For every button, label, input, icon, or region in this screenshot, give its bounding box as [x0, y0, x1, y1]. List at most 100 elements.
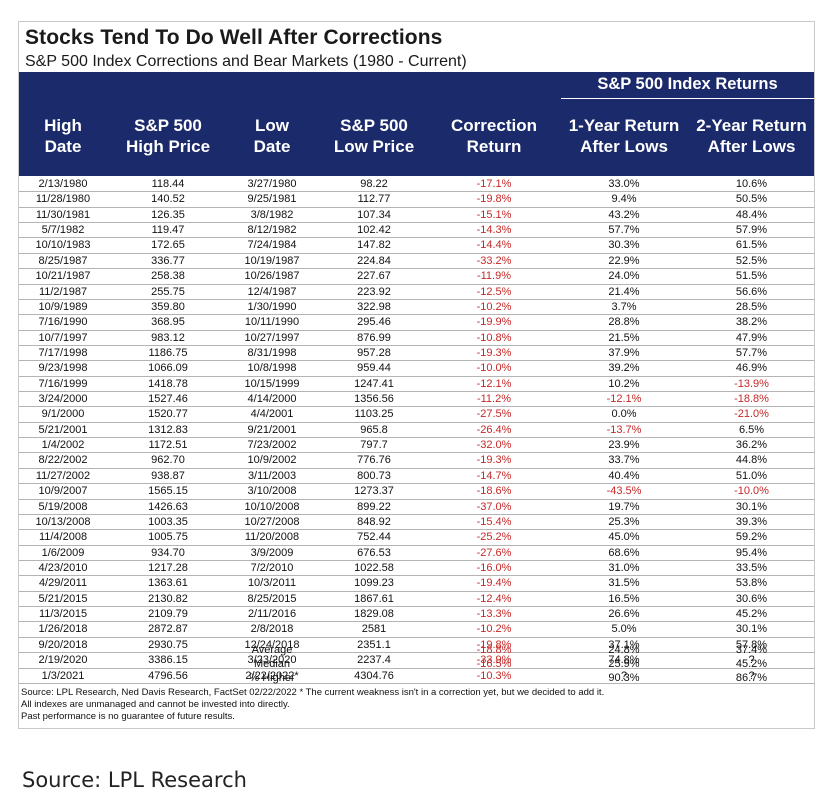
table-cell: 10/15/1999 — [244, 377, 300, 390]
table-cell: 11/28/1980 — [35, 193, 91, 206]
table-row: 11/4/2008 1005.75 11/20/2008 752.44 -25.2% 45… — [19, 530, 814, 546]
table-cell: 1/3/2021 — [41, 669, 85, 682]
table-cell: 44.8% — [735, 454, 768, 467]
summary-cell: 45.2% — [735, 658, 768, 670]
table-cell: 8/25/1987 — [38, 254, 88, 267]
table-cell: 776.76 — [357, 454, 391, 467]
table-cell: 2237.4 — [357, 654, 391, 667]
table-cell: 9/20/2018 — [38, 638, 88, 651]
table-cell: 126.35 — [151, 208, 185, 221]
table-cell: 7/24/1984 — [247, 239, 297, 252]
table-cell: 1867.61 — [354, 592, 394, 605]
table-cell: -27.5% — [476, 408, 512, 421]
table-cell: 19.7% — [608, 500, 640, 513]
table-cell: -19.9% — [476, 316, 512, 329]
table-row: 10/13/2008 1003.35 10/27/2008 848.92 -15.4% 2… — [19, 515, 814, 531]
table-cell: 10/26/1987 — [244, 270, 300, 283]
table-cell: 1022.58 — [354, 561, 394, 574]
table-cell: -13.9% — [734, 377, 769, 390]
table-summary: Average -18.8% 24.8% 37.4% Median -16.5% 25.9%… — [19, 643, 814, 685]
table-cell: 74.8% — [608, 654, 640, 667]
table-cell: 1363.61 — [148, 577, 188, 590]
table-cell: 51.5% — [735, 270, 768, 283]
col-header-high-date: High Date — [44, 116, 82, 156]
image-caption: Source: LPL Research — [22, 768, 247, 792]
table-cell: 1/6/2009 — [41, 546, 85, 559]
table-cell: 12/4/1987 — [247, 285, 297, 298]
table-title: Stocks Tend To Do Well After Corrections — [25, 26, 443, 49]
table-cell: 30.1% — [735, 500, 768, 513]
table-cell: 11/3/2015 — [38, 608, 88, 621]
table-cell: -12.4% — [476, 592, 512, 605]
table-cell: 676.53 — [357, 546, 391, 559]
summary-cell: 25.9% — [608, 658, 640, 670]
table-cell: -19.8% — [476, 193, 512, 206]
table-cell: 11/30/1981 — [35, 208, 91, 221]
table-cell: 30.6% — [735, 592, 768, 605]
table-cell: 359.80 — [151, 300, 185, 313]
table-cell: 10/8/1998 — [247, 362, 297, 375]
table-row: 11/3/2015 2109.79 2/11/2016 1829.08 -13.3% 26… — [19, 607, 814, 623]
table-cell: 1217.28 — [148, 561, 188, 574]
table-cell: 10/10/2008 — [244, 500, 300, 513]
table-row: 11/28/1980 140.52 9/25/1981 112.77 -19.8% 9.4… — [19, 192, 814, 208]
table-cell: 899.22 — [357, 500, 391, 513]
table-cell: 752.44 — [357, 531, 391, 544]
table-row: 2/19/2020 3386.15 3/23/2020 2237.4 -33.9% 74.… — [19, 653, 814, 669]
table-cell: 227.67 — [357, 270, 391, 283]
table-cell: 1003.35 — [148, 515, 188, 528]
table-cell: 98.22 — [360, 178, 388, 190]
footnote-performance: Past performance is no guarantee of futu… — [21, 711, 235, 722]
table-cell: 37.1% — [608, 638, 640, 651]
table-cell: 5/21/2001 — [38, 423, 88, 436]
table-cell: 16.5% — [608, 592, 640, 605]
table-cell: 9/21/2001 — [247, 423, 297, 436]
table-cell: -21.0% — [734, 408, 769, 421]
table-cell: 5/21/2015 — [38, 592, 88, 605]
table-row: 1/6/2009 934.70 3/9/2009 676.53 -27.6% 68.6% 9… — [19, 546, 814, 561]
table-cell: 47.9% — [735, 331, 768, 344]
table-cell: 7/16/1990 — [38, 316, 88, 329]
table-cell: 295.46 — [357, 316, 391, 329]
table-cell: 10/10/1983 — [35, 239, 91, 252]
table-cell: 3/24/2000 — [38, 393, 88, 406]
table-cell: 10/19/1987 — [244, 254, 300, 267]
table-cell: -15.1% — [476, 208, 512, 221]
table-cell: 4/14/2000 — [247, 393, 297, 406]
table-cell: 31.0% — [608, 561, 640, 574]
table-cell: 38.2% — [735, 316, 768, 329]
table-cell: 10/7/1997 — [38, 331, 88, 344]
table-cell: 107.34 — [357, 208, 391, 221]
table-cell: -10.0% — [476, 362, 512, 375]
table-cell: -11.2% — [476, 393, 512, 406]
table-cell: 26.6% — [608, 608, 640, 621]
table-cell: 7/23/2002 — [247, 439, 297, 452]
table-cell: -19.4% — [476, 577, 512, 590]
table-cell: -33.2% — [476, 254, 512, 267]
table-row: 4/29/2011 1363.61 10/3/2011 1099.23 -19.4% 31… — [19, 576, 814, 592]
table-cell: 1/30/1990 — [247, 300, 297, 313]
table-cell: 5/19/2008 — [38, 500, 88, 513]
table-cell: 30.1% — [735, 623, 768, 636]
table-cell: ? — [620, 669, 628, 682]
table-cell: -10.8% — [476, 331, 512, 344]
table-cell: 322.98 — [357, 300, 391, 313]
table-cell: -37.0% — [476, 500, 512, 513]
table-cell: 8/12/1982 — [247, 224, 297, 237]
table-cell: 22.9% — [608, 254, 640, 267]
table-cell: 33.5% — [735, 561, 768, 574]
table-cell: 3/9/2009 — [250, 546, 294, 559]
table-cell: 12/24/2018 — [244, 638, 300, 651]
table-cell: 95.4% — [735, 546, 768, 559]
table-cell: 4/4/2001 — [250, 408, 294, 421]
table-cell: 797.7 — [360, 439, 388, 452]
table-cell: 1273.37 — [354, 485, 394, 498]
table-cell: 53.8% — [735, 577, 768, 590]
table-cell: 8/22/2002 — [38, 454, 88, 467]
table-row: 1/3/2021 4796.56 2/22/2022* 4304.76 -10.3%?? — [19, 669, 814, 684]
table-row: 10/9/2007 1565.15 3/10/2008 1273.37 -18.6% -4… — [19, 484, 814, 500]
table-cell: 983.12 — [151, 331, 185, 344]
table-cell: 0.0% — [611, 408, 637, 421]
table-cell: 39.3% — [735, 515, 768, 528]
table-cell: 11/4/2008 — [38, 531, 88, 544]
